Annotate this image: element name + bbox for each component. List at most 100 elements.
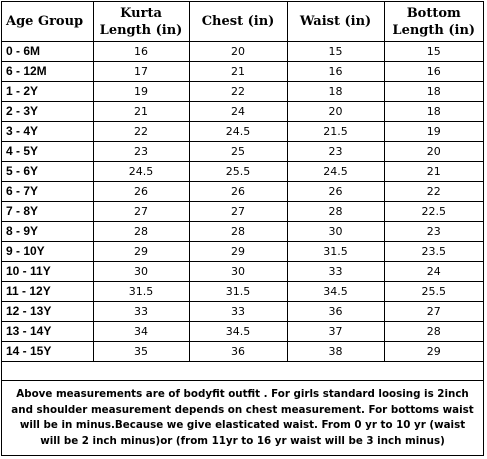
- waist-cell: 16: [286, 61, 385, 82]
- bottom-length-cell: 25.5: [383, 281, 483, 302]
- chest-cell: 28: [188, 221, 288, 242]
- bottom-length-cell: 29: [383, 341, 483, 362]
- chest-cell: 21: [188, 61, 288, 82]
- bottom-length-cell: 23: [383, 221, 483, 242]
- chest-cell: 29: [188, 241, 288, 262]
- age-group-cell: 11 - 12Y: [2, 281, 94, 302]
- kurta-length-cell: 24.5: [92, 161, 190, 182]
- header-kurta-length-line2: Length (in): [99, 22, 183, 38]
- header-kurta-length: Kurta Length (in): [92, 2, 190, 42]
- bottom-length-cell: 18: [383, 81, 483, 102]
- chest-cell: 24: [188, 101, 288, 122]
- bottom-length-cell: 27: [383, 301, 483, 322]
- waist-cell: 21.5: [286, 121, 385, 142]
- kurta-length-cell: 19: [92, 81, 190, 102]
- header-waist-label: Waist (in): [299, 14, 372, 29]
- table-row: 4 - 5Y 23 25 23 20: [2, 141, 483, 162]
- chest-cell: 25.5: [188, 161, 288, 182]
- chest-cell: 27: [188, 201, 288, 222]
- header-bottom-length-line2: Length (in): [392, 22, 476, 38]
- chest-cell: 20: [188, 41, 288, 62]
- waist-cell: 24.5: [286, 161, 385, 182]
- age-group-cell: 2 - 3Y: [2, 101, 94, 122]
- age-group-cell: 13 - 14Y: [2, 321, 94, 342]
- chest-cell: 31.5: [188, 281, 288, 302]
- size-table-body: 0 - 6M 16 20 15 15 6 - 12M 17 21 16 16 1 - 2Y 19 22 1…: [2, 41, 483, 362]
- age-group-cell: 1 - 2Y: [2, 81, 94, 102]
- chest-cell: 25: [188, 141, 288, 162]
- table-row: 0 - 6M 16 20 15 15: [2, 41, 483, 62]
- age-group-cell: 5 - 6Y: [2, 161, 94, 182]
- waist-cell: 15: [286, 41, 385, 62]
- kurta-length-cell: 30: [92, 261, 190, 282]
- kurta-length-cell: 33: [92, 301, 190, 322]
- kurta-length-cell: 17: [92, 61, 190, 82]
- age-group-cell: 14 - 15Y: [2, 341, 94, 362]
- bottom-length-cell: 23.5: [383, 241, 483, 262]
- kurta-length-cell: 28: [92, 221, 190, 242]
- table-row: 3 - 4Y 22 24.5 21.5 19: [2, 121, 483, 142]
- waist-cell: 38: [286, 341, 385, 362]
- chest-cell: 24.5: [188, 121, 288, 142]
- age-group-cell: 6 - 12M: [2, 61, 94, 82]
- table-row: 8 - 9Y 28 28 30 23: [2, 221, 483, 242]
- chest-cell: 36: [188, 341, 288, 362]
- waist-cell: 26: [286, 181, 385, 202]
- header-waist: Waist (in): [286, 2, 385, 42]
- waist-cell: 28: [286, 201, 385, 222]
- header-chest: Chest (in): [188, 2, 288, 42]
- kurta-length-cell: 26: [92, 181, 190, 202]
- age-group-cell: 6 - 7Y: [2, 181, 94, 202]
- header-bottom-length: Bottom Length (in): [383, 2, 483, 42]
- waist-cell: 31.5: [286, 241, 385, 262]
- table-row: 11 - 12Y 31.5 31.5 34.5 25.5: [2, 281, 483, 302]
- waist-cell: 20: [286, 101, 385, 122]
- waist-cell: 36: [286, 301, 385, 322]
- kurta-length-cell: 31.5: [92, 281, 190, 302]
- age-group-cell: 7 - 8Y: [2, 201, 94, 222]
- age-group-cell: 4 - 5Y: [2, 141, 94, 162]
- kurta-length-cell: 29: [92, 241, 190, 262]
- chest-cell: 22: [188, 81, 288, 102]
- bottom-length-cell: 21: [383, 161, 483, 182]
- bottom-length-cell: 16: [383, 61, 483, 82]
- kurta-length-cell: 35: [92, 341, 190, 362]
- waist-cell: 33: [286, 261, 385, 282]
- header-kurta-length-line1: Kurta: [120, 5, 162, 21]
- table-row: 12 - 13Y 33 33 36 27: [2, 301, 483, 322]
- kurta-length-cell: 16: [92, 41, 190, 62]
- chest-cell: 34.5: [188, 321, 288, 342]
- kurta-length-cell: 27: [92, 201, 190, 222]
- kurta-length-cell: 21: [92, 101, 190, 122]
- kurta-length-cell: 22: [92, 121, 190, 142]
- bottom-length-cell: 28: [383, 321, 483, 342]
- table-row: 10 - 11Y 30 30 33 24: [2, 261, 483, 282]
- table-row: 7 - 8Y 27 27 28 22.5: [2, 201, 483, 222]
- age-group-cell: 12 - 13Y: [2, 301, 94, 322]
- measurement-note: Above measurements are of bodyfit outfit…: [2, 380, 483, 455]
- chest-cell: 33: [188, 301, 288, 322]
- age-group-cell: 0 - 6M: [2, 41, 94, 62]
- table-row: 1 - 2Y 19 22 18 18: [2, 81, 483, 102]
- table-row: 9 - 10Y 29 29 31.5 23.5: [2, 241, 483, 262]
- table-row: 2 - 3Y 21 24 20 18: [2, 101, 483, 122]
- bottom-length-cell: 22.5: [383, 201, 483, 222]
- chest-cell: 30: [188, 261, 288, 282]
- chest-cell: 26: [188, 181, 288, 202]
- bottom-length-cell: 19: [383, 121, 483, 142]
- waist-cell: 30: [286, 221, 385, 242]
- table-row: 5 - 6Y 24.5 25.5 24.5 21: [2, 161, 483, 182]
- waist-cell: 34.5: [286, 281, 385, 302]
- header-row: Age Group Kurta Length (in) Chest (in) W…: [2, 2, 483, 42]
- bottom-length-cell: 15: [383, 41, 483, 62]
- table-row: 14 - 15Y 35 36 38 29: [2, 341, 483, 362]
- waist-cell: 23: [286, 141, 385, 162]
- age-group-cell: 8 - 9Y: [2, 221, 94, 242]
- size-table: Age Group Kurta Length (in) Chest (in) W…: [2, 2, 483, 362]
- age-group-cell: 10 - 11Y: [2, 261, 94, 282]
- bottom-length-cell: 18: [383, 101, 483, 122]
- waist-cell: 37: [286, 321, 385, 342]
- age-group-cell: 3 - 4Y: [2, 121, 94, 142]
- kurta-length-cell: 34: [92, 321, 190, 342]
